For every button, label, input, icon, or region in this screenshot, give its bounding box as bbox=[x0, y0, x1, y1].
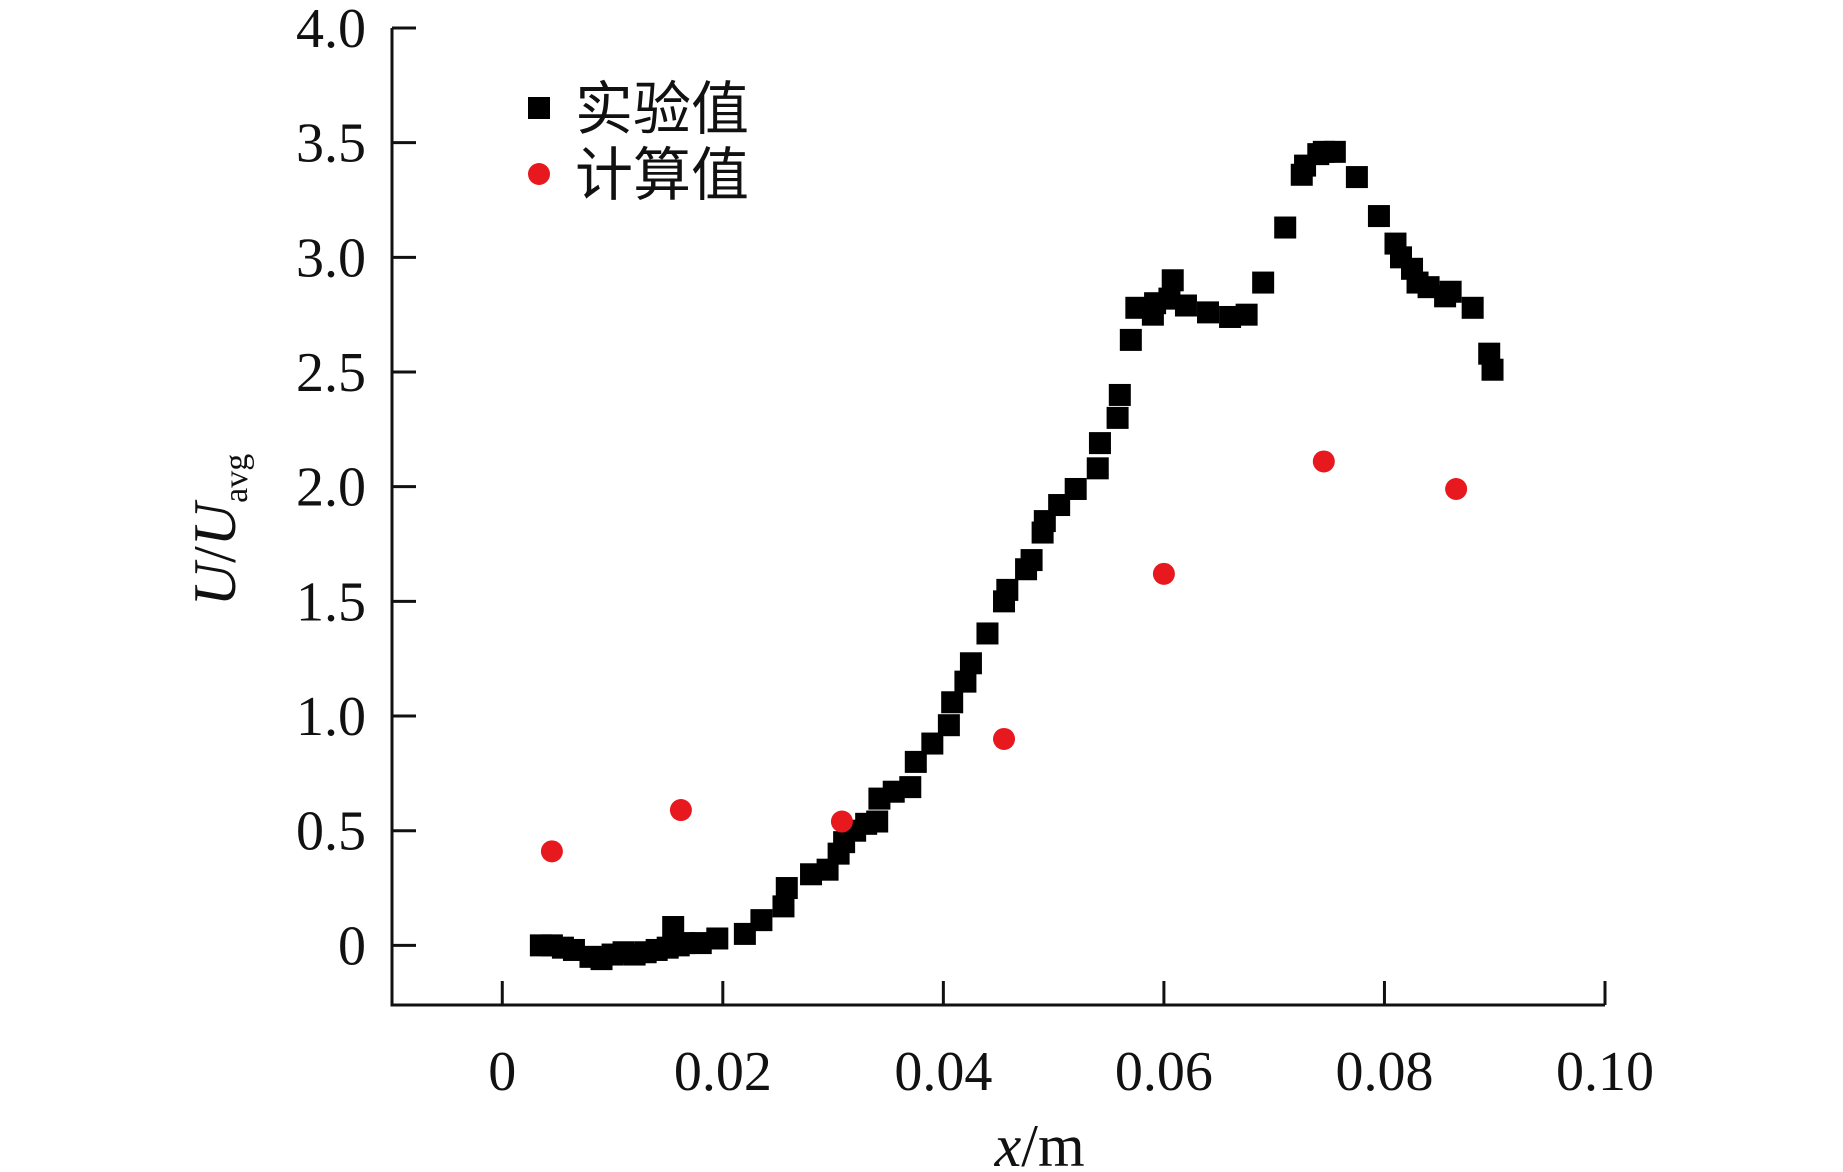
data-point-square bbox=[1108, 383, 1131, 406]
data-point-square bbox=[959, 652, 982, 675]
data-point-square bbox=[1125, 296, 1148, 319]
y-axis-variable: U bbox=[182, 559, 248, 606]
y-tick-label: 2.0 bbox=[296, 457, 366, 519]
data-point-square bbox=[1086, 457, 1109, 480]
data-point-square bbox=[954, 670, 977, 693]
data-point-square bbox=[1439, 280, 1462, 303]
x-axis-title: x/m bbox=[994, 1113, 1085, 1172]
y-axis-reference-variable: U bbox=[182, 499, 248, 546]
data-point-square bbox=[1417, 276, 1440, 299]
data-point-square bbox=[1219, 305, 1242, 328]
data-point-circle bbox=[540, 840, 563, 863]
data-point-square bbox=[1106, 406, 1129, 429]
y-tick-label: 2.5 bbox=[296, 342, 366, 404]
legend-label: 实验值 bbox=[575, 75, 749, 143]
data-point-square bbox=[1048, 494, 1071, 517]
legend-square-marker bbox=[528, 97, 550, 119]
data-point-square bbox=[937, 714, 960, 737]
y-tick-label: 1.5 bbox=[296, 571, 366, 633]
y-tick-label: 3.5 bbox=[296, 113, 366, 175]
x-tick-label: 0.02 bbox=[674, 1041, 772, 1103]
data-point-square bbox=[866, 810, 889, 833]
data-point-square bbox=[689, 932, 712, 955]
data-point-circle bbox=[993, 727, 1016, 750]
data-point-square bbox=[1119, 328, 1142, 351]
y-tick-label: 0.5 bbox=[296, 801, 366, 863]
data-point-square bbox=[800, 863, 823, 886]
x-tick-label: 0.04 bbox=[894, 1041, 992, 1103]
data-point-square bbox=[1064, 477, 1087, 500]
data-point-square bbox=[706, 927, 729, 950]
legend-label: 计算值 bbox=[575, 141, 749, 209]
x-tick-label: 0.08 bbox=[1335, 1041, 1433, 1103]
y-tick-label: 1.0 bbox=[296, 686, 366, 748]
x-axis-unit: /m bbox=[1021, 1113, 1084, 1172]
y-tick-label: 0 bbox=[338, 915, 366, 977]
y-axis-separator: / bbox=[182, 546, 248, 563]
data-point-square bbox=[996, 578, 1019, 601]
x-axis-variable: x bbox=[994, 1113, 1022, 1172]
data-point-square bbox=[882, 780, 905, 803]
data-point-square bbox=[1323, 140, 1346, 163]
data-point-square bbox=[899, 776, 922, 799]
data-point-square bbox=[941, 691, 964, 714]
data-point-square bbox=[1367, 205, 1390, 228]
data-point-square bbox=[921, 732, 944, 755]
data-point-square bbox=[1461, 296, 1484, 319]
data-point-circle bbox=[669, 799, 692, 822]
data-point-circle bbox=[1152, 562, 1175, 585]
data-point-square bbox=[562, 938, 585, 961]
y-tick-label: 3.0 bbox=[296, 227, 366, 289]
y-axis-title: U/Uavg bbox=[182, 454, 255, 606]
x-ticks: 0 0.02 0.04 0.06 0.08 0.10 bbox=[488, 981, 1654, 1103]
data-point-square bbox=[1345, 166, 1368, 189]
data-point-square bbox=[1020, 549, 1043, 572]
axes bbox=[390, 28, 1605, 1007]
data-point-square bbox=[772, 895, 795, 918]
data-point-square bbox=[1235, 303, 1258, 326]
data-point-square bbox=[733, 922, 756, 945]
data-point-square bbox=[1161, 269, 1184, 292]
data-point-square bbox=[1274, 216, 1297, 239]
y-ticks: 0 0.5 1.0 1.5 2.0 2.5 3.0 3.5 4.0 bbox=[296, 0, 416, 977]
legend-circle-marker bbox=[528, 163, 550, 185]
y-axis-subscript: avg bbox=[218, 454, 255, 503]
data-point-square bbox=[775, 877, 798, 900]
data-point-circle bbox=[1312, 450, 1335, 473]
data-point-square bbox=[1197, 301, 1220, 324]
data-point-square bbox=[976, 622, 999, 645]
data-point-square bbox=[1252, 271, 1275, 294]
data-point-square bbox=[904, 750, 927, 773]
x-tick-label: 0.06 bbox=[1115, 1041, 1213, 1103]
x-tick-label: 0 bbox=[488, 1041, 516, 1103]
x-tick-label: 0.10 bbox=[1556, 1041, 1654, 1103]
data-point-square bbox=[1481, 358, 1504, 381]
plot-area bbox=[529, 140, 1504, 971]
data-point-square bbox=[1174, 294, 1197, 317]
data-point-square bbox=[673, 932, 696, 955]
data-point-square bbox=[1158, 287, 1181, 310]
data-point-square bbox=[1088, 432, 1111, 455]
data-point-circle bbox=[1445, 477, 1468, 500]
data-point-square bbox=[750, 909, 773, 932]
axis-titles: x/m U/Uavg bbox=[182, 454, 1085, 1172]
y-tick-label: 4.0 bbox=[296, 0, 366, 60]
data-point-circle bbox=[830, 810, 853, 833]
